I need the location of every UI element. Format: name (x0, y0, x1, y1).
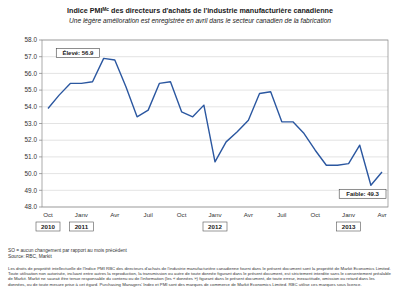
y-tick (39, 106, 42, 107)
annotation: Faible: 49.3 (346, 191, 379, 197)
y-tick (39, 40, 42, 41)
year-label: 2012 (208, 223, 222, 230)
year-box (337, 222, 361, 231)
x-tick-label: Avr (377, 211, 386, 218)
grid-line (42, 156, 388, 157)
series-group (48, 58, 382, 185)
y-tick-label: 51.0 (25, 153, 38, 160)
year-label: 2010 (41, 223, 55, 230)
grid-line (42, 106, 388, 107)
year-box (203, 222, 227, 231)
y-tick-label: 58.0 (25, 36, 38, 43)
y-tick-label: 57.0 (25, 53, 38, 60)
x-tick-label: Avr (244, 211, 253, 218)
x-tick-label: Avr (110, 211, 119, 218)
x-tick-label: Juil (277, 211, 286, 218)
grid-line (42, 173, 388, 174)
chart: Indice PMIᴹᶜ des directeurs d'achats de … (0, 0, 400, 300)
y-tick (39, 173, 42, 174)
annotation-box (339, 189, 386, 198)
annotation-box (56, 48, 99, 57)
y-tick (39, 207, 42, 208)
year-box (36, 222, 60, 231)
x-tick-label: Oct (310, 211, 320, 218)
x-tick-label: Janv (342, 211, 356, 218)
y-tick (39, 190, 42, 191)
grid-line (42, 90, 388, 91)
x-tick-label: Oct (177, 211, 187, 218)
grid-line (42, 123, 388, 124)
y-tick (39, 56, 42, 57)
annotation: Élevé: 56.9 (62, 49, 94, 56)
x-tick-label: Janv (75, 211, 89, 218)
y-tick (39, 123, 42, 124)
year-label: 2011 (75, 223, 89, 230)
title: Indice PMIᴹᶜ des directeurs d'achats de … (67, 6, 333, 15)
year-label: 2013 (342, 223, 356, 230)
y-tick-label: 49.0 (25, 187, 38, 194)
y-tick-label: 56.0 (25, 70, 38, 77)
y-tick-label: 54.0 (25, 103, 38, 110)
grid-line (42, 73, 388, 74)
note: Source: RBC, Markit (8, 254, 52, 259)
disclaimer: Les droits de propriété intellectuelle d… (8, 266, 392, 287)
pmi-line (48, 58, 382, 185)
plot-frame (42, 40, 388, 207)
y-tick-label: 50.0 (25, 170, 38, 177)
grid-line (42, 190, 388, 191)
y-tick (39, 140, 42, 141)
y-tick-label: 55.0 (25, 86, 38, 93)
y-tick-label: 48.0 (25, 203, 38, 210)
y-tick (39, 90, 42, 91)
x-tick-label: Janv (208, 211, 222, 218)
note: SO = aucun changement par rapport au moi… (8, 248, 127, 253)
y-tick (39, 156, 42, 157)
y-tick-label: 52.0 (25, 136, 38, 143)
y-tick (39, 73, 42, 74)
grid-line (42, 140, 388, 141)
x-tick-label: Juil (144, 211, 153, 218)
subtitle: Une légère amélioration est enregistrée … (69, 17, 331, 25)
y-tick-label: 53.0 (25, 120, 38, 127)
x-tick-label: Oct (43, 211, 53, 218)
year-box (69, 222, 93, 231)
